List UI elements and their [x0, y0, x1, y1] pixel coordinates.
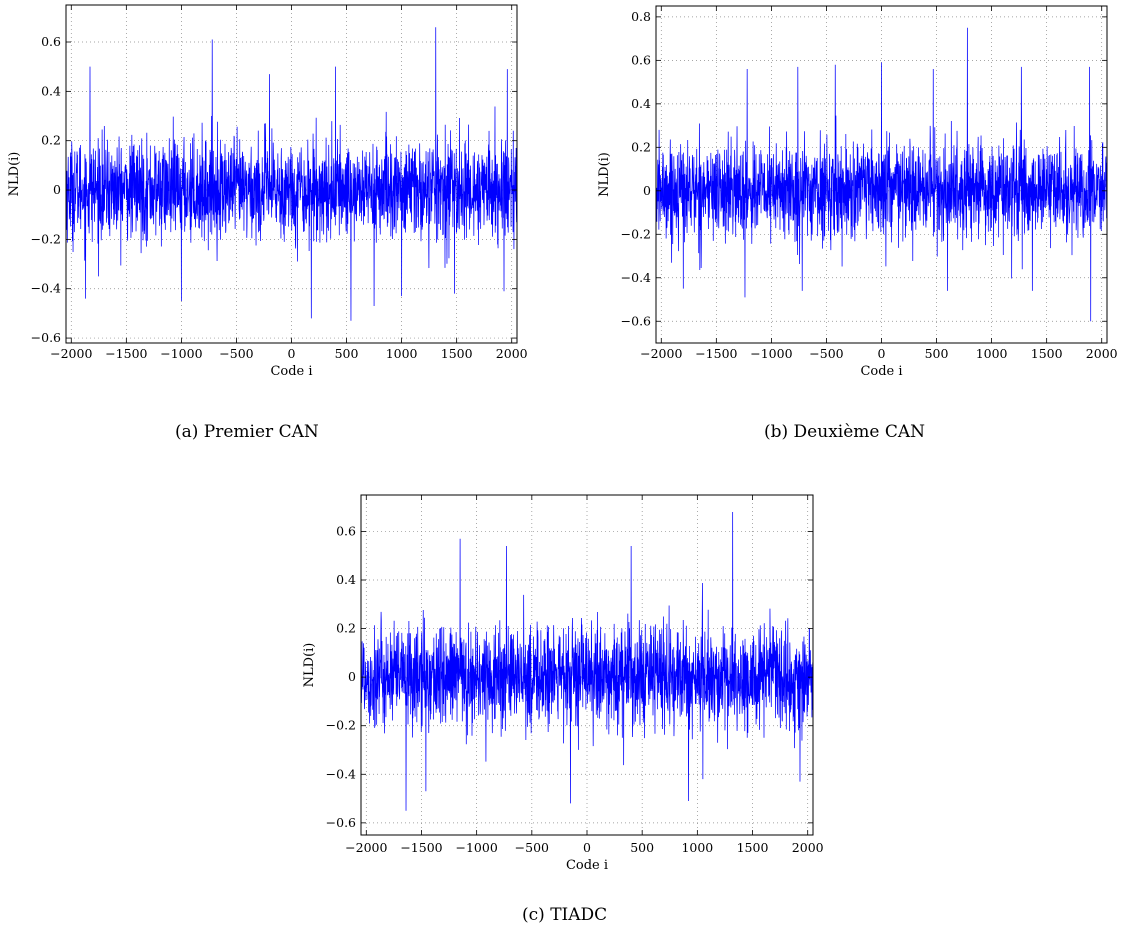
y-tick-label: 0.4	[631, 96, 651, 111]
y-tick-label: 0.6	[336, 523, 356, 538]
y-tick-label: −0.2	[326, 718, 356, 733]
x-tick-label: 1000	[386, 346, 418, 361]
chart-a: −2000 −1500 −1000 −500 0 500 1000 1500 2000 −0.6 −…	[7, 4, 528, 379]
x-tick-label: 1500	[1031, 346, 1063, 361]
caption-a: (a) Premier CAN	[175, 422, 319, 442]
x-axis-label: Code i	[860, 364, 902, 379]
y-tick-label: −0.4	[326, 766, 356, 781]
x-tick-label: 500	[335, 346, 359, 361]
y-tick-label: −0.6	[621, 313, 651, 328]
series-line	[66, 27, 517, 321]
x-tick-label: −2000	[345, 840, 387, 855]
x-tick-label: −1000	[456, 840, 498, 855]
y-tick-label: −0.6	[31, 330, 61, 345]
x-tick-label: 1500	[737, 840, 769, 855]
x-axis-label: Code i	[566, 858, 608, 873]
series-line	[656, 27, 1107, 322]
x-tick-label: −1500	[105, 346, 147, 361]
y-tick-label: 0	[643, 183, 651, 198]
x-tick-label: −500	[809, 346, 843, 361]
caption-c: (c) TIADC	[522, 905, 608, 925]
x-tick-label: −2000	[640, 346, 682, 361]
y-tick-label: 0.2	[336, 621, 356, 636]
x-tick-label: 2000	[496, 346, 528, 361]
y-tick-label: 0.4	[336, 572, 356, 587]
y-tick-label: −0.6	[326, 815, 356, 830]
x-tick-label: 0	[288, 346, 296, 361]
panel-c: −2000 −1500 −1000 −500 0 500 1000 1500 2000 −0.6 −…	[295, 490, 835, 892]
x-tick-label: 0	[878, 346, 886, 361]
y-tick-label: −0.2	[31, 231, 61, 246]
y-axis-label: NLD(i)	[302, 643, 317, 688]
x-tick-label: −2000	[50, 346, 92, 361]
x-tick-label: −1500	[400, 840, 442, 855]
y-tick-label: −0.2	[621, 226, 651, 241]
panel-b: −2000 −1500 −1000 −500 0 500 1000 1500 2000 −0.6 −…	[590, 0, 1126, 400]
x-tick-label: 500	[630, 840, 654, 855]
x-tick-label: −500	[515, 840, 549, 855]
series-line	[361, 511, 813, 811]
y-tick-label: 0.6	[631, 52, 651, 67]
chart-c: −2000 −1500 −1000 −500 0 500 1000 1500 2000 −0.6 −…	[302, 494, 824, 873]
x-axis-label: Code i	[270, 364, 312, 379]
x-tick-label: −1500	[695, 346, 737, 361]
y-tick-label: 0.2	[631, 139, 651, 154]
y-tick-label: 0.2	[41, 133, 61, 148]
y-axis-label: NLD(i)	[597, 152, 612, 197]
x-tick-label: 2000	[792, 840, 824, 855]
y-tick-label: −0.4	[31, 281, 61, 296]
caption-b: (b) Deuxième CAN	[764, 422, 926, 442]
x-tick-label: 2000	[1086, 346, 1118, 361]
y-tick-label: 0.8	[631, 9, 651, 24]
x-tick-label: −1000	[750, 346, 792, 361]
x-tick-label: −500	[219, 346, 253, 361]
y-tick-label: 0.4	[41, 83, 61, 98]
panel-a: −2000 −1500 −1000 −500 0 500 1000 1500 2000 −0.6 −…	[0, 0, 540, 400]
x-tick-label: 0	[583, 840, 591, 855]
y-tick-label: −0.4	[621, 270, 651, 285]
y-tick-label: 0	[348, 669, 356, 684]
x-tick-label: 1000	[976, 346, 1008, 361]
x-tick-label: 500	[925, 346, 949, 361]
y-tick-label: 0.6	[41, 34, 61, 49]
chart-b: −2000 −1500 −1000 −500 0 500 1000 1500 2000 −0.6 −…	[597, 5, 1118, 379]
x-tick-label: 1000	[681, 840, 713, 855]
y-tick-label: 0	[53, 182, 61, 197]
x-tick-label: −1000	[160, 346, 202, 361]
x-tick-label: 1500	[441, 346, 473, 361]
y-axis-label: NLD(i)	[7, 152, 22, 197]
